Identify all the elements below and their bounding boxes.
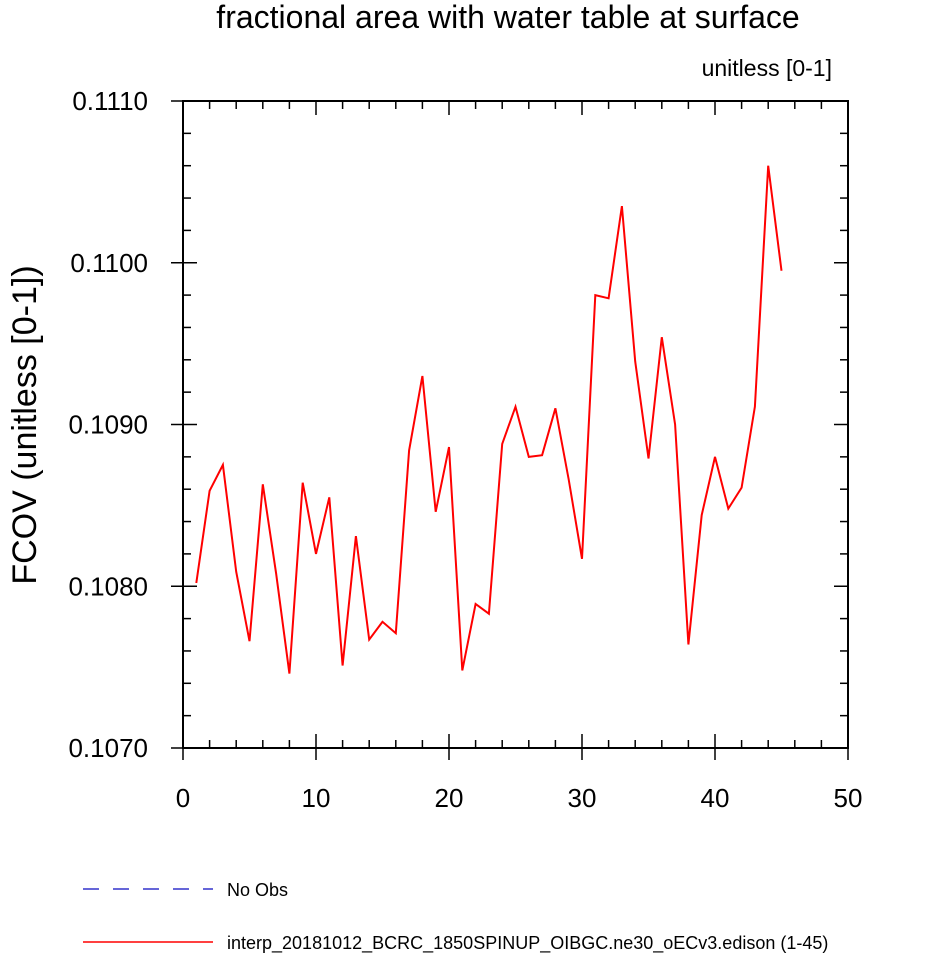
x-tick-label: 0 bbox=[176, 783, 190, 813]
series-layer bbox=[195, 165, 783, 674]
y-axis-label: FCOV (unitless [0-1]) bbox=[6, 265, 44, 584]
y-tick-label: 0.1110 bbox=[72, 86, 148, 116]
axis-ticks bbox=[171, 100, 849, 760]
units-label: unitless [0-1] bbox=[702, 55, 832, 81]
y-tick-label: 0.1080 bbox=[68, 571, 148, 601]
y-tick-label: 0.1100 bbox=[70, 248, 148, 278]
x-tick-label: 20 bbox=[435, 783, 464, 813]
x-tick-label: 50 bbox=[834, 783, 863, 813]
legend-label: interp_20181012_BCRC_1850SPINUP_OIBGC.ne… bbox=[227, 933, 828, 954]
x-tick-label: 40 bbox=[701, 783, 730, 813]
y-tick-label: 0.1090 bbox=[68, 410, 148, 440]
legend-label: No Obs bbox=[227, 880, 288, 900]
x-tick-label: 10 bbox=[302, 783, 331, 813]
series-line bbox=[195, 165, 783, 674]
y-tick-label: 0.1070 bbox=[68, 733, 148, 763]
tick-labels: 0 10 20 30 40 50 0.1070 0.1080 0.1090 0.1100 0.111… bbox=[68, 86, 862, 813]
chart-title: fractional area with water table at surf… bbox=[216, 0, 799, 35]
x-tick-label: 30 bbox=[568, 783, 597, 813]
plot-frame bbox=[182, 100, 849, 749]
legend: No Obs interp_20181012_BCRC_1850SPINUP_OI… bbox=[83, 880, 828, 954]
